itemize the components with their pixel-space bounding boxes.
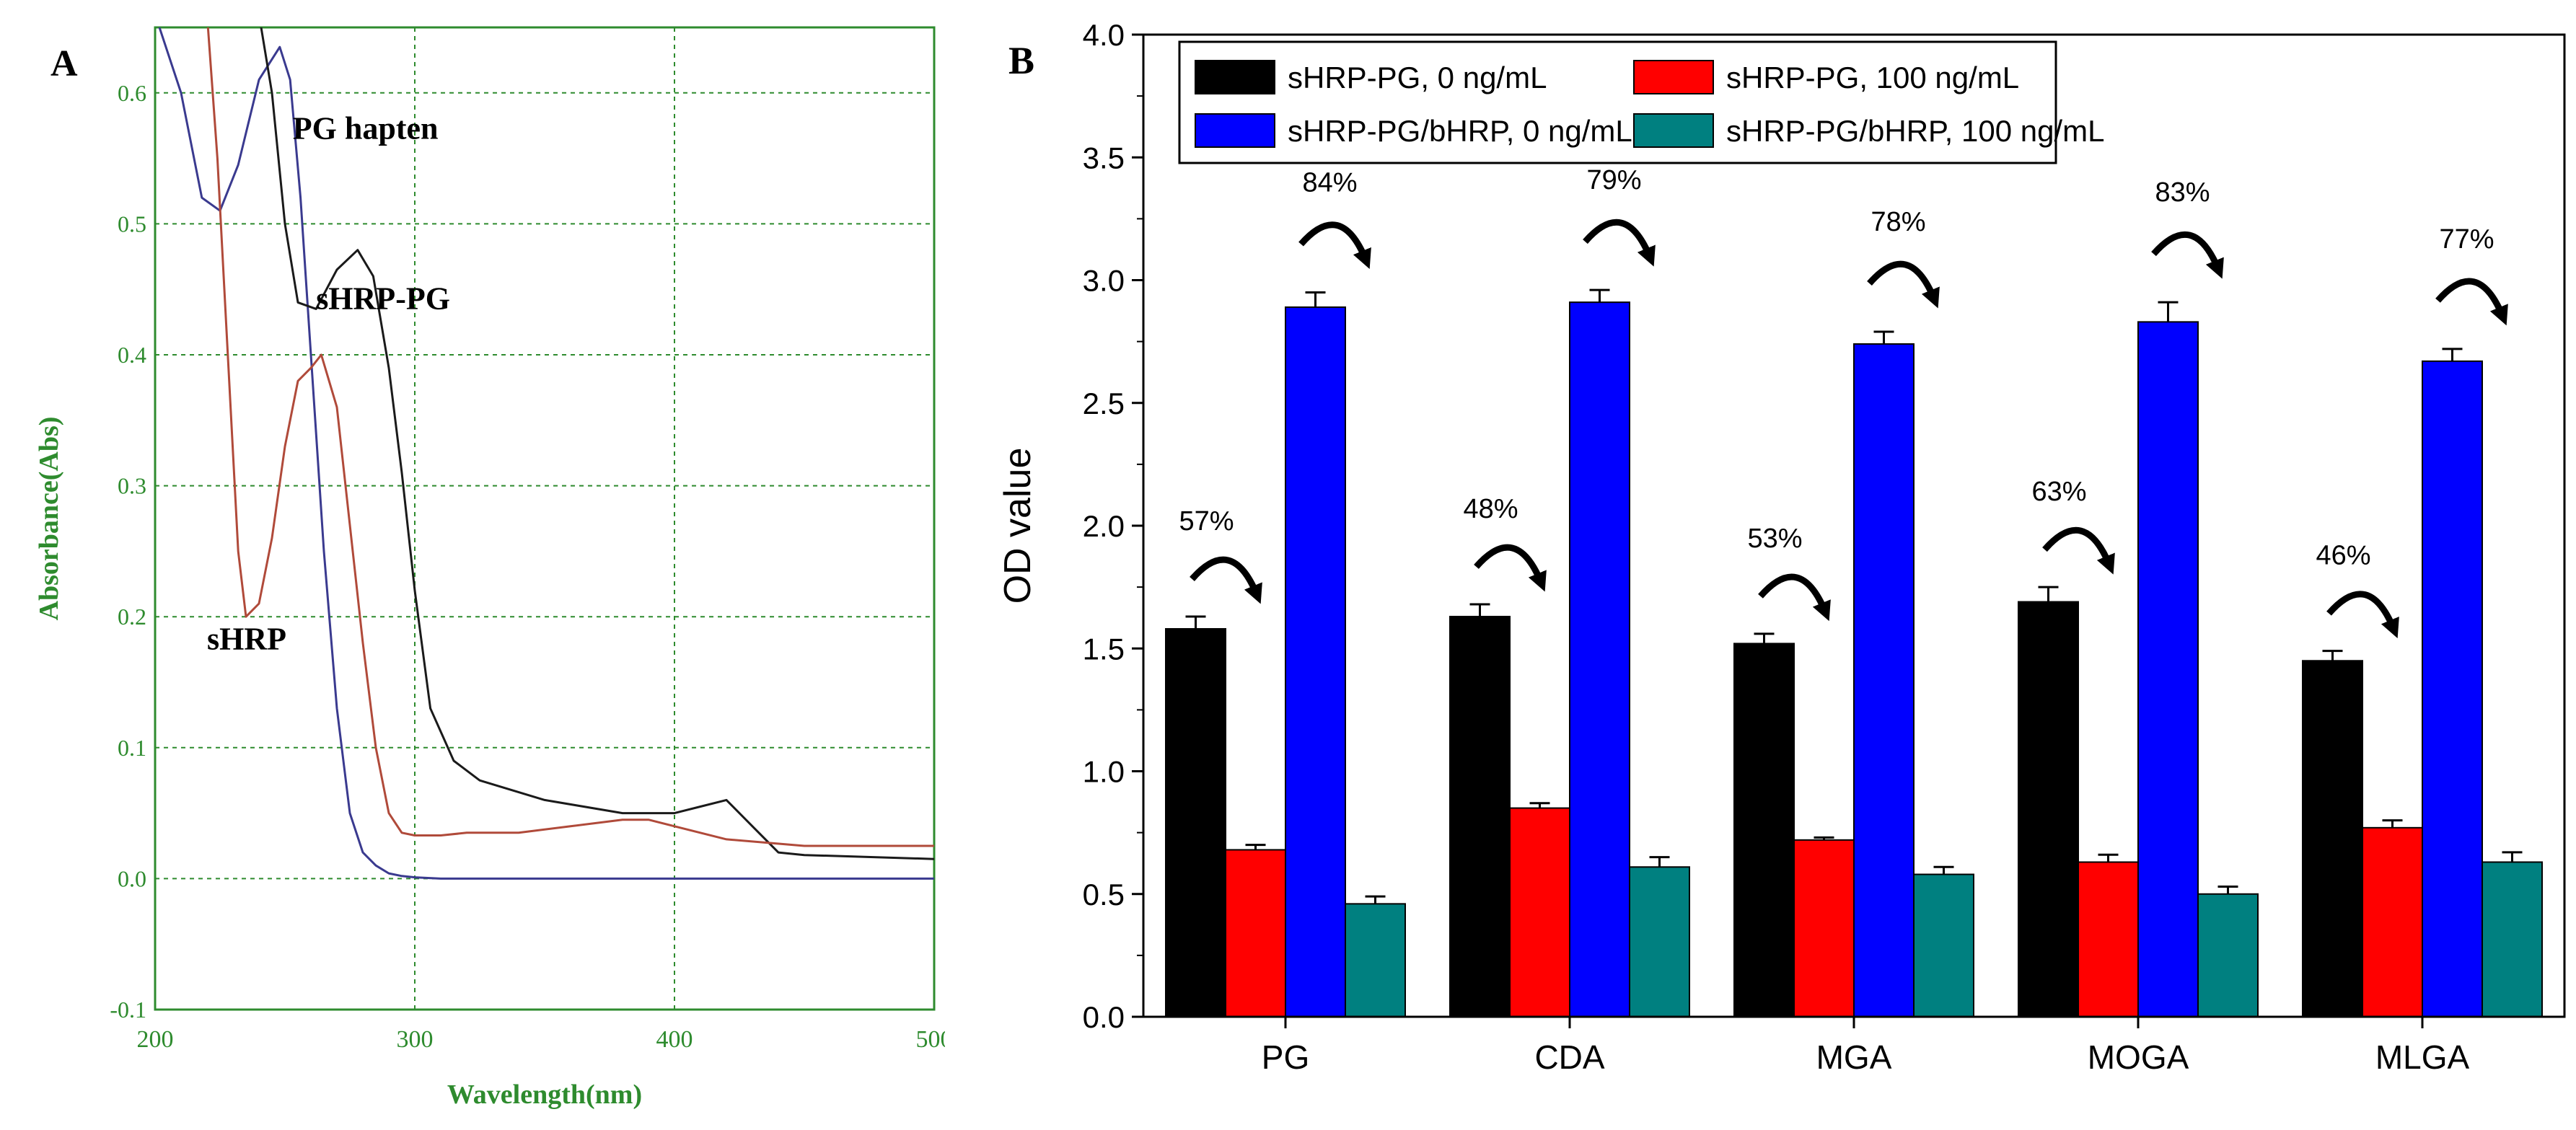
panel-a-y-tick-label: 0.4	[118, 342, 146, 368]
bar-mlga-series-2	[2422, 360, 2483, 1018]
bar-cda-series-0	[1449, 615, 1511, 1018]
panel-a-x-tick-label: 300	[397, 1026, 434, 1053]
inhibition-arrow-low-pg	[1190, 556, 1262, 604]
panel-a-plot-frame	[154, 26, 936, 1011]
bar-mga-series-0	[1733, 643, 1795, 1018]
bar-pg-series-0	[1165, 628, 1226, 1018]
legend-label-3: sHRP-PG/bHRP, 100 ng/mL	[1726, 114, 2104, 148]
bar-pg-series-3	[1345, 903, 1406, 1018]
legend-label-1: sHRP-PG, 100 ng/mL	[1726, 61, 2019, 94]
bar-cda-series-3	[1629, 866, 1690, 1018]
bar-moga-series-0	[2018, 601, 2079, 1018]
inhibition-arrow-high-pg	[1298, 221, 1371, 270]
bar-cda-series-2	[1569, 301, 1630, 1018]
inhibition-label-low-mlga: 46%	[2316, 541, 2370, 571]
bar-cda-series-1	[1509, 807, 1570, 1018]
bar-pg-series-1	[1225, 849, 1286, 1018]
inhibition-arrow-low-moga	[2042, 526, 2115, 575]
panel-a-series-line-1	[260, 27, 934, 860]
inhibition-arrow-high-mlga	[2435, 278, 2508, 326]
panel-b-plot-frame	[1142, 33, 2566, 1018]
panel-b-y-tick-label: 3.5	[1083, 141, 1125, 175]
bar-mlga-series-3	[2482, 861, 2543, 1018]
panel-a-x-tick-label: 500	[916, 1026, 946, 1053]
panel-b-y-tick-label: 0.0	[1083, 1000, 1125, 1034]
inhibition-arrow-low-cda	[1474, 544, 1547, 592]
panel-a-y-tick-label: 0.0	[118, 865, 146, 891]
legend-label-0: sHRP-PG, 0 ng/mL	[1288, 61, 1547, 94]
panel-a-series-line-0	[158, 27, 934, 880]
bar-mlga-series-0	[2302, 660, 2363, 1018]
panel-a-y-tick-label: -0.1	[110, 997, 146, 1023]
panel-a-y-tick-label: 0.1	[118, 735, 146, 761]
panel-a-curve-label: PG hapten	[293, 110, 439, 146]
inhibition-label-high-mga: 78%	[1871, 207, 1925, 237]
panel-b-y-tick-label: 2.0	[1083, 509, 1125, 543]
bar-mga-series-2	[1853, 343, 1915, 1018]
panel-a-y-tick-label: 0.3	[118, 473, 146, 499]
bar-moga-series-3	[2197, 893, 2259, 1018]
panel-a-spectrum-chart: A 200 300 400 500 -0.1 0.0 0.1 0.2 0.3 0.4 0.5 0.6 Wa…	[34, 26, 946, 1110]
panel-b-y-tick-label: 4.0	[1083, 18, 1125, 52]
x-category-label-pg: PG	[1262, 1038, 1309, 1076]
inhibition-arrow-low-mga	[1758, 573, 1831, 622]
panel-a-x-tick-label: 200	[137, 1026, 174, 1053]
bar-pg-series-2	[1285, 306, 1346, 1018]
legend-swatch-0	[1195, 60, 1275, 94]
panel-b-bar-chart: B 57% 84% PG 48% 79% CDA 53% 78% MGA 63% 83% MOGA 46%…	[997, 18, 2566, 1076]
panel-a-series-line-2	[206, 27, 934, 847]
legend-box	[1178, 40, 2057, 164]
panel-a-curve-label: sHRP	[207, 622, 286, 657]
bar-mga-series-1	[1793, 839, 1855, 1018]
bar-moga-series-2	[2137, 321, 2199, 1018]
inhibition-label-low-moga: 63%	[2031, 477, 2086, 507]
panel-a-y-tick-label: 0.5	[118, 211, 146, 237]
legend-label-2: sHRP-PG/bHRP, 0 ng/mL	[1288, 114, 1632, 148]
panel-a-x-axis-title: Wavelength(nm)	[447, 1080, 642, 1110]
panel-a-y-tick-label: 0.6	[118, 80, 146, 106]
panel-b-y-axis-title: OD value	[997, 448, 1039, 604]
bar-moga-series-1	[2078, 861, 2139, 1018]
bar-mlga-series-1	[2362, 826, 2423, 1018]
x-category-label-mga: MGA	[1816, 1038, 1892, 1076]
inhibition-label-high-pg: 84%	[1302, 168, 1357, 198]
panel-a-curve-label: sHRP-PG	[316, 281, 450, 316]
legend-swatch-2	[1195, 113, 1275, 148]
inhibition-label-high-moga: 83%	[2155, 177, 2210, 208]
inhibition-label-low-pg: 57%	[1179, 506, 1234, 537]
legend-swatch-3	[1633, 113, 1714, 148]
inhibition-arrow-high-mga	[1867, 260, 1940, 309]
inhibition-label-high-cda: 79%	[1586, 165, 1641, 195]
panel-b-y-tick-label: 1.0	[1083, 755, 1125, 789]
panel-a-y-tick-label: 0.2	[118, 604, 146, 630]
inhibition-label-low-mga: 53%	[1747, 524, 1802, 554]
inhibition-label-low-cda: 48%	[1463, 494, 1518, 524]
x-category-label-mlga: MLGA	[2375, 1038, 2470, 1076]
inhibition-arrow-high-cda	[1583, 219, 1656, 267]
x-category-label-moga: MOGA	[2088, 1038, 2189, 1076]
panel-a-label: A	[50, 43, 78, 84]
panel-b-y-tick-label: 1.5	[1083, 632, 1125, 666]
panel-a-y-axis-title: Absorbance(Abs)	[34, 417, 64, 621]
panel-b-y-tick-label: 0.5	[1083, 878, 1125, 911]
inhibition-arrow-low-mlga	[2326, 591, 2399, 639]
inhibition-arrow-high-moga	[2151, 231, 2224, 279]
panel-b-y-tick-label: 3.0	[1083, 264, 1125, 298]
bar-mga-series-3	[1913, 873, 1974, 1018]
legend-swatch-1	[1633, 60, 1714, 94]
panel-b-y-tick-label: 2.5	[1083, 387, 1125, 420]
panel-a-x-tick-label: 400	[656, 1026, 693, 1053]
x-category-label-cda: CDA	[1534, 1038, 1604, 1076]
inhibition-label-high-mlga: 77%	[2439, 224, 2494, 255]
panel-b-label: B	[1008, 39, 1034, 82]
